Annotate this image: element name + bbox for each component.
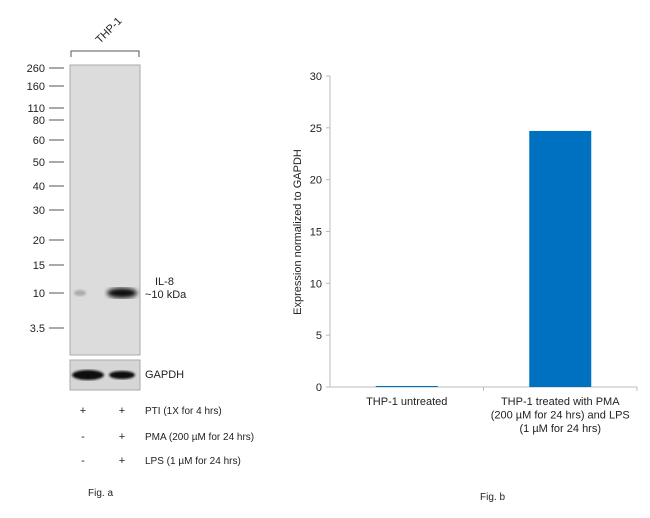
lane-bracket bbox=[70, 50, 140, 57]
treatment-lane2: + bbox=[119, 405, 125, 417]
caption-fig-b: Fig. b bbox=[480, 492, 505, 503]
treatment-lane2: + bbox=[119, 431, 125, 443]
marker-label: 20 bbox=[33, 235, 45, 247]
treatment-lane1: - bbox=[81, 455, 85, 467]
marker-label: 10 bbox=[33, 288, 45, 300]
marker-label: 80 bbox=[33, 115, 45, 127]
x-tick-label: (1 µM for 24 hrs) bbox=[519, 423, 601, 435]
x-tick-label: THP-1 treated with PMA bbox=[501, 396, 620, 408]
loading-control-label: GAPDH bbox=[145, 369, 184, 381]
marker-label: 110 bbox=[27, 103, 45, 115]
caption-fig-a: Fig. a bbox=[88, 488, 113, 499]
bar bbox=[529, 130, 592, 387]
y-tick-label: 20 bbox=[310, 175, 322, 187]
marker-label: 50 bbox=[33, 157, 45, 169]
treatment-lane2: + bbox=[119, 455, 125, 467]
marker-label: 3.5 bbox=[30, 323, 45, 335]
gapdh-band-lane2 bbox=[109, 371, 135, 379]
y-tick-label: 15 bbox=[310, 227, 322, 239]
x-tick-label: THP-1 untreated bbox=[366, 396, 447, 408]
treatment-label: LPS (1 µM for 24 hrs) bbox=[145, 456, 241, 467]
y-tick-label: 10 bbox=[310, 278, 322, 290]
y-axis-label: Expression normalized to GAPDH bbox=[292, 149, 304, 315]
marker-label: 260 bbox=[27, 63, 45, 75]
treatment-lane1: - bbox=[81, 431, 85, 443]
lane-group-label: THP-1 bbox=[94, 15, 125, 46]
x-tick-label: (200 µM for 24 hrs) and LPS bbox=[491, 410, 630, 422]
bar bbox=[375, 385, 438, 387]
marker-label: 30 bbox=[33, 205, 45, 217]
y-tick-label: 30 bbox=[310, 71, 322, 83]
band-label-size: ~10 kDa bbox=[145, 289, 187, 301]
treatment-lane1: + bbox=[80, 405, 86, 417]
marker-label: 160 bbox=[27, 81, 45, 93]
treatment-label: PTI (1X for 4 hrs) bbox=[145, 406, 222, 417]
marker-label: 60 bbox=[33, 135, 45, 147]
y-tick-label: 5 bbox=[316, 330, 322, 342]
gapdh-band-lane1 bbox=[72, 370, 104, 380]
bar-chart: Expression normalized to GAPDH Fig. b 0 5… bbox=[292, 71, 638, 503]
y-tick-label: 25 bbox=[310, 123, 322, 135]
band-lane1 bbox=[74, 290, 86, 296]
treatment-label: PMA (200 µM for 24 hrs) bbox=[145, 432, 254, 443]
band-lane2 bbox=[107, 288, 137, 298]
y-tick-label: 0 bbox=[316, 382, 322, 394]
band-label-protein: IL-8 bbox=[155, 276, 174, 288]
blot-membrane bbox=[69, 64, 141, 356]
marker-label: 15 bbox=[33, 260, 45, 272]
marker-label: 40 bbox=[33, 181, 45, 193]
